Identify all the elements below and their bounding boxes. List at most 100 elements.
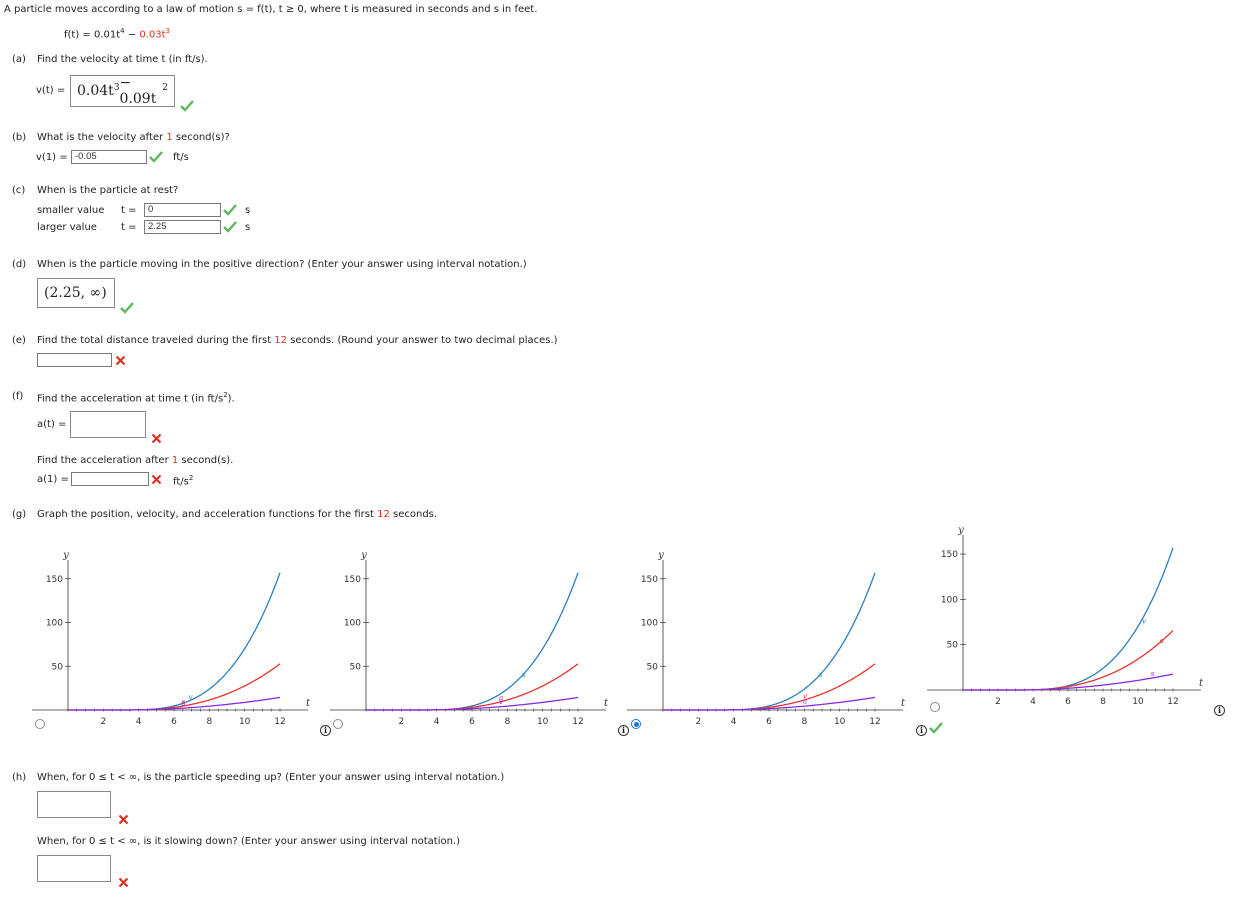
series-s-label: s [182, 698, 186, 706]
x-tick-label: 2 [695, 717, 701, 727]
part-f-sub-prompt-pre: Find the acceleration after [37, 455, 172, 466]
series-a-label: a [1160, 637, 1164, 645]
series-v-line [366, 696, 579, 711]
x-tick-label: 2 [398, 717, 404, 727]
y-tick-label: 150 [641, 575, 658, 585]
part-a-prompt: Find the velocity at time t (in ft/s). [37, 54, 208, 65]
x-tick-label: 4 [731, 717, 737, 727]
series-a-label: a [182, 699, 186, 707]
part-f-sub-unit: ft/s2 [173, 474, 193, 487]
check-icon [149, 151, 163, 163]
info-icon[interactable]: i [1214, 705, 1225, 716]
graph-option-3-radio[interactable] [631, 719, 641, 729]
info-icon[interactable]: i [320, 725, 331, 736]
x-tick-label: 8 [801, 717, 807, 727]
series-s-line [963, 673, 1174, 691]
part-g-prompt-post: seconds. [389, 509, 438, 520]
speeding-up-answer-box[interactable] [37, 791, 111, 818]
slowing-down-answer-box[interactable] [37, 855, 111, 882]
y-tick-label: 50 [947, 641, 959, 651]
series-v-label: v [1142, 617, 1146, 625]
velocity-at-1-input[interactable]: -0.05 [71, 150, 147, 164]
part-h-sub-prompt: When, for 0 ≤ t < ∞, is it slowing down?… [37, 836, 461, 847]
part-e-prompt-post: seconds. (Round your answer to two decim… [287, 335, 558, 346]
total-distance-input[interactable] [37, 353, 112, 367]
series-v-line [68, 572, 281, 711]
velocity-exp2: 2 [162, 83, 168, 93]
check-icon [120, 302, 134, 314]
func-lhs: f(t) = 0.01t [64, 29, 121, 41]
part-a-lhs: v(t) = [36, 85, 66, 96]
rest-larger-input[interactable]: 2.25 [144, 220, 221, 234]
func-exp1: 4 [120, 27, 125, 35]
graph-option-4-radio[interactable] [930, 702, 940, 712]
part-f-prompt-text: Find the acceleration at time t (in ft/s [37, 393, 224, 405]
part-e-prompt-num: 12 [274, 335, 288, 346]
y-axis-label: y [62, 550, 69, 561]
info-icon[interactable]: i [916, 725, 927, 736]
rest-larger-unit: s [245, 222, 251, 233]
rest-larger-label: larger value [37, 222, 97, 233]
velocity-answer-box[interactable]: 0.04t 3 − 0.09t 2 [70, 75, 175, 107]
x-tick-label: 8 [504, 717, 510, 727]
part-e-prompt: Find the total distance traveled during … [37, 335, 558, 346]
acceleration-at-1-input[interactable] [71, 472, 149, 486]
series-s-line [663, 572, 876, 711]
part-d-prompt: When is the particle moving in the posit… [37, 259, 527, 270]
check-icon [223, 221, 237, 233]
acceleration-answer-box[interactable] [70, 411, 146, 438]
part-g-label: (g) [12, 509, 27, 520]
check-icon [180, 100, 194, 112]
y-tick-label: 100 [941, 595, 958, 605]
positive-direction-answer-box[interactable]: (2.25, ∞) [37, 278, 115, 308]
x-tick-label: 12 [869, 717, 880, 727]
position-function: f(t) = 0.01t4 − 0.03t3 [64, 27, 170, 40]
info-icon[interactable]: i [618, 725, 629, 736]
y-tick-label: 150 [941, 550, 958, 560]
rest-smaller-label: smaller value [37, 205, 105, 216]
part-b-lhs: v(1) = [36, 152, 68, 163]
y-axis-label: y [957, 525, 964, 536]
rest-smaller-input[interactable]: 0 [144, 203, 221, 217]
part-b-prompt-num: 1 [166, 132, 173, 143]
rest-smaller-lhs: t = [121, 205, 137, 216]
x-tick-label: 8 [206, 717, 212, 727]
x-tick-label: 2 [995, 697, 1001, 707]
func-term2: 0.03t [139, 29, 166, 41]
sub-unit-text: ft/s [173, 476, 189, 488]
y-tick-label: 150 [344, 575, 361, 585]
series-s-label: s [522, 671, 526, 679]
part-b-prompt: What is the velocity after 1 second(s)? [37, 132, 230, 143]
graph-option-2-radio[interactable] [333, 719, 343, 729]
x-tick-label: 6 [1065, 697, 1071, 707]
check-icon [929, 722, 943, 734]
x-tick-label: 8 [1100, 697, 1106, 707]
graph-option-1: 2 4 6 8 10 12 50 100 150 y t vsa [32, 550, 311, 727]
y-tick-label: 100 [344, 619, 361, 629]
velocity-exp1: 3 [113, 83, 120, 93]
part-h-label: (h) [12, 772, 27, 783]
velocity-term2: − 0.09t [119, 75, 157, 107]
check-icon [223, 204, 237, 216]
x-tick-label: 12 [1167, 697, 1178, 707]
part-h-prompt: When, for 0 ≤ t < ∞, is the particle spe… [37, 772, 505, 783]
cross-icon [151, 433, 162, 444]
rest-smaller-unit: s [245, 205, 251, 216]
part-b-unit: ft/s [173, 152, 189, 163]
part-d-label: (d) [12, 259, 27, 270]
series-v-label: v [803, 692, 807, 700]
y-tick-label: 50 [647, 662, 659, 672]
func-minus: − [124, 29, 140, 41]
series-v-label: v [189, 694, 193, 702]
x-tick-label: 4 [434, 717, 440, 727]
y-tick-label: 100 [46, 619, 63, 629]
series-a-label: a [499, 694, 503, 702]
graph-option-1-radio[interactable] [35, 719, 45, 729]
part-g-prompt-num: 12 [377, 509, 390, 520]
part-b-prompt-post: second(s)? [172, 132, 230, 143]
part-f-sub-lhs: a(1) = [37, 474, 69, 485]
part-f-label: (f) [12, 391, 24, 402]
rest-larger-lhs: t = [121, 222, 137, 233]
sub-unit-exp: 2 [188, 474, 194, 482]
part-f-lhs: a(t) = [37, 419, 67, 430]
